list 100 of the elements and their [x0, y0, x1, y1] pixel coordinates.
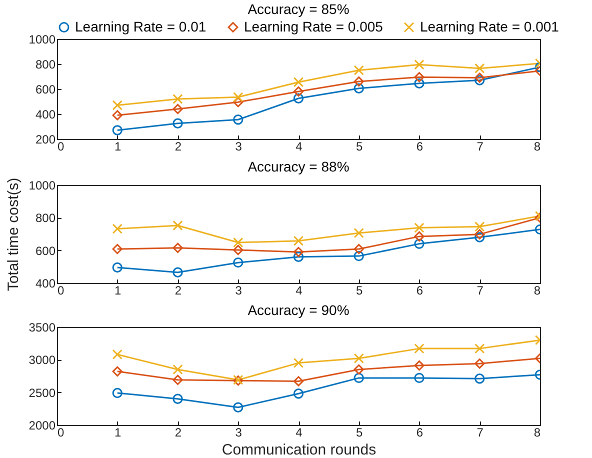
- y-tick-label: 3500: [28, 320, 56, 334]
- point: [233, 237, 244, 248]
- y-tick-label: 200: [35, 132, 56, 146]
- point: [233, 97, 244, 108]
- x-tick-label: 0: [58, 140, 64, 154]
- y-tick-label: 800: [35, 211, 56, 226]
- x-tick-label: 2: [174, 426, 182, 440]
- point: [354, 244, 364, 254]
- point: [354, 83, 364, 94]
- point: [354, 372, 364, 384]
- x-tick-label: 6: [416, 140, 424, 154]
- x-tick-label: 6: [416, 426, 424, 440]
- point: [474, 374, 485, 384]
- point: [474, 358, 485, 369]
- point: [233, 244, 244, 256]
- x-tick-label: 7: [476, 284, 484, 298]
- legend-label: Learning Rate = 0.005: [244, 18, 384, 34]
- point: [474, 229, 485, 240]
- point: [354, 364, 364, 375]
- point: [414, 372, 424, 384]
- point: [112, 388, 122, 398]
- chart-title: Accuracy = 90%: [248, 302, 350, 318]
- x-tick-label: 0: [58, 284, 64, 298]
- x-tick-label: 3: [235, 426, 242, 440]
- point: [414, 360, 424, 371]
- point: [354, 250, 364, 262]
- point: [293, 93, 304, 104]
- point: [414, 231, 424, 242]
- point: [293, 252, 304, 262]
- point: [474, 75, 485, 86]
- point: [172, 242, 183, 253]
- x-tick-label: 5: [356, 284, 364, 298]
- x-tick-label: 4: [296, 426, 303, 440]
- point: [172, 118, 183, 128]
- y-tick-label: 600: [35, 244, 56, 258]
- chart-title: Accuracy = 85%: [248, 1, 350, 17]
- point: [233, 258, 244, 268]
- point: [414, 238, 424, 249]
- point: [172, 394, 183, 404]
- x-tick-label: 8: [534, 284, 541, 298]
- point: [112, 244, 122, 254]
- point: [293, 236, 304, 246]
- point: [354, 228, 364, 238]
- y-tick-label: 1000: [28, 178, 56, 192]
- point: [414, 78, 424, 88]
- y-tick-label: 800: [35, 58, 56, 72]
- x-tick-label: 7: [476, 426, 484, 440]
- point: [293, 358, 304, 368]
- y-tick-label: 400: [35, 108, 56, 122]
- y-tick-label: 400: [35, 276, 56, 290]
- point: [414, 60, 424, 70]
- point: [293, 388, 304, 399]
- point: [112, 125, 122, 136]
- point: [414, 343, 424, 354]
- point: [233, 92, 244, 102]
- y-axis-title: Total time cost(s): [4, 178, 22, 292]
- x-tick-label: 4: [296, 284, 303, 298]
- x-tick-label: 5: [356, 426, 364, 440]
- point: [112, 349, 122, 360]
- point: [172, 267, 183, 278]
- y-tick-label: 600: [35, 82, 56, 96]
- point: [474, 222, 485, 232]
- point: [293, 86, 304, 97]
- x-tick-label: 0: [58, 426, 64, 440]
- point: [172, 374, 183, 385]
- point: [414, 72, 424, 82]
- y-tick-label: 2000: [28, 418, 56, 432]
- point: [112, 262, 122, 273]
- chart-title: Accuracy = 88%: [248, 158, 350, 174]
- point: [354, 76, 364, 87]
- x-tick-label: 8: [534, 426, 541, 440]
- x-tick-label: 8: [534, 140, 541, 154]
- x-tick-label: 1: [114, 426, 122, 440]
- point: [414, 222, 424, 233]
- x-tick-label: 4: [296, 140, 303, 154]
- x-tick-label: 1: [114, 140, 122, 154]
- y-tick-label: 2500: [28, 386, 56, 400]
- point: [112, 100, 122, 110]
- point: [293, 77, 304, 88]
- point: [354, 353, 364, 364]
- point: [172, 94, 183, 104]
- point: [474, 72, 485, 83]
- y-tick-label: 1000: [28, 32, 56, 46]
- point: [172, 364, 183, 375]
- legend-label: Learning Rate = 0.001: [420, 18, 560, 34]
- point: [233, 402, 244, 412]
- point: [354, 65, 364, 76]
- point: [172, 104, 183, 114]
- point: [293, 376, 304, 386]
- x-tick-label: 1: [114, 284, 122, 298]
- point: [112, 366, 122, 377]
- x-tick-label: 3: [235, 140, 242, 154]
- point: [474, 343, 485, 354]
- point: [474, 232, 485, 242]
- y-tick-label: 3000: [28, 353, 56, 368]
- point: [172, 220, 183, 231]
- x-tick-label: 2: [174, 140, 182, 154]
- x-axis-title: Communication rounds: [222, 442, 376, 458]
- point: [112, 224, 122, 234]
- x-tick-label: 3: [235, 284, 242, 298]
